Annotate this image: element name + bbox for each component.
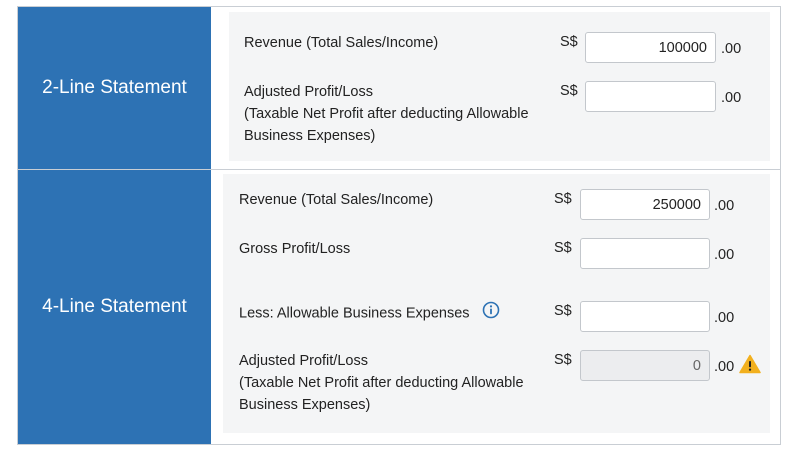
four-line-statement-title: 4-Line Statement: [18, 170, 211, 444]
adjusted-profit-output: [580, 350, 710, 381]
currency-label: S$: [554, 352, 572, 368]
adjusted-profit-label-line2: (Taxable Net Profit after deducting Allo…: [244, 106, 529, 122]
adjusted-profit-label: Adjusted Profit/Loss (Taxable Net Profit…: [244, 81, 529, 147]
adjusted-profit-label-line3: Business Expenses): [244, 128, 376, 144]
info-icon[interactable]: [482, 301, 500, 326]
revenue-label: Revenue (Total Sales/Income): [244, 35, 439, 51]
currency-label: S$: [560, 34, 578, 50]
decimals-label: .00: [721, 90, 742, 106]
adjusted-profit-input[interactable]: [585, 81, 716, 112]
two-line-statement-title: 2-Line Statement: [18, 7, 211, 169]
adjusted-profit-label-line3: Business Expenses): [239, 397, 371, 413]
adjusted-profit-label-line1: Adjusted Profit/Loss: [244, 84, 373, 100]
currency-label: S$: [554, 303, 572, 319]
two-line-statement-section: 2-Line Statement Revenue (Total Sales/In…: [17, 6, 781, 169]
revenue-input[interactable]: [585, 32, 716, 63]
revenue-input[interactable]: [580, 189, 710, 220]
decimals-label: .00: [714, 247, 735, 263]
allowable-expenses-label-row: Less: Allowable Business Expenses: [239, 301, 500, 326]
currency-label: S$: [554, 240, 572, 256]
currency-label: S$: [560, 83, 578, 99]
decimals-label: .00: [721, 41, 742, 57]
adjusted-profit-label: Adjusted Profit/Loss (Taxable Net Profit…: [239, 350, 524, 416]
four-line-statement-panel: Revenue (Total Sales/Income) S$ .00 Gros…: [223, 174, 770, 433]
allowable-expenses-label: Less: Allowable Business Expenses: [239, 305, 470, 322]
four-line-statement-section: 4-Line Statement Revenue (Total Sales/In…: [17, 169, 781, 445]
decimals-label: .00: [714, 310, 735, 326]
allowable-expenses-input[interactable]: [580, 301, 710, 332]
decimals-label: .00: [714, 198, 735, 214]
warning-icon[interactable]: [739, 354, 761, 379]
two-line-statement-panel: Revenue (Total Sales/Income) S$ .00 Adju…: [229, 12, 770, 161]
currency-label: S$: [554, 191, 572, 207]
adjusted-profit-label-line2: (Taxable Net Profit after deducting Allo…: [239, 375, 524, 391]
adjusted-profit-label-line1: Adjusted Profit/Loss: [239, 353, 368, 369]
gross-profit-input[interactable]: [580, 238, 710, 269]
revenue-label: Revenue (Total Sales/Income): [239, 192, 434, 208]
decimals-label: .00: [714, 359, 735, 375]
gross-profit-label: Gross Profit/Loss: [239, 241, 351, 257]
